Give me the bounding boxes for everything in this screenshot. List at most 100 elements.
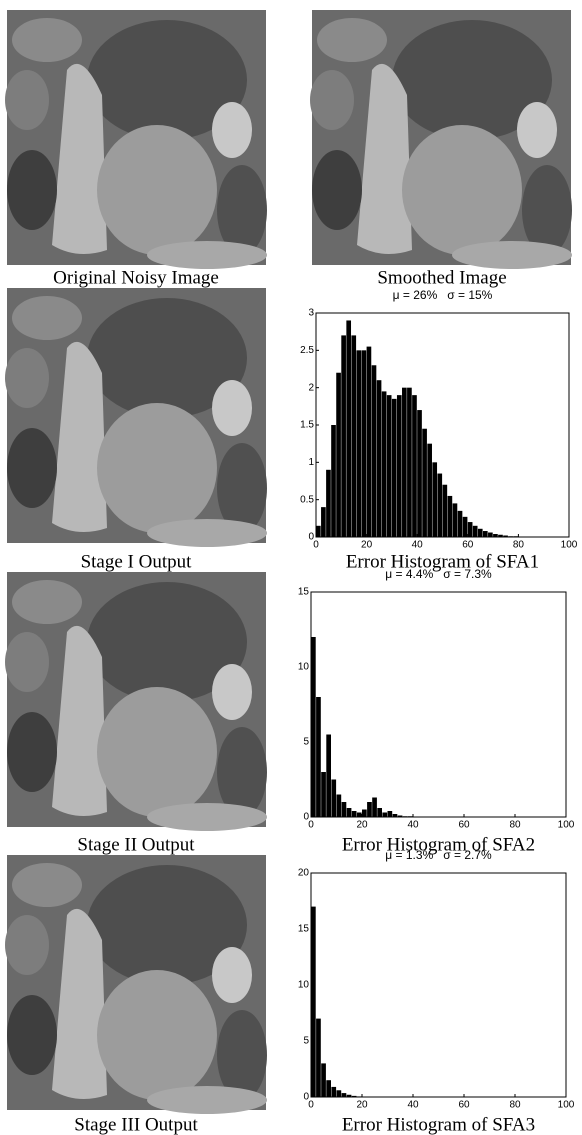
bar	[336, 794, 342, 817]
bar	[493, 534, 498, 537]
bar	[467, 522, 473, 537]
bar	[341, 802, 347, 817]
x-tick-label: 60	[458, 1100, 470, 1111]
x-tick-label: 60	[458, 820, 470, 831]
plot-frame	[310, 591, 567, 818]
bar	[356, 812, 362, 817]
bar	[482, 531, 488, 537]
y-tick-label: 0	[303, 812, 309, 823]
y-tick-label: 20	[298, 868, 310, 879]
bar	[503, 535, 508, 537]
x-tick-label: 20	[356, 1100, 368, 1111]
x-tick-label: 20	[356, 820, 368, 831]
bar	[336, 1090, 342, 1097]
x-tick-label: 100	[558, 820, 575, 831]
y-tick-label: 5	[303, 737, 309, 748]
image	[5, 855, 267, 1114]
bar	[427, 443, 432, 537]
bar	[472, 525, 478, 537]
bar	[381, 391, 387, 537]
bar	[346, 320, 352, 537]
y-tick-label: 3	[308, 308, 314, 319]
y-tick-label: 1.5	[300, 420, 314, 431]
x-tick-label: 0	[313, 540, 319, 551]
bar	[336, 372, 341, 537]
caption: Stage II Output	[77, 834, 195, 855]
x-tick-label: 100	[558, 1100, 575, 1111]
x-tick-label: 20	[361, 540, 373, 551]
bar	[341, 1093, 347, 1097]
x-tick-label: 40	[407, 1100, 419, 1111]
caption: Stage III Output	[74, 1114, 198, 1135]
bar	[387, 811, 393, 817]
bar	[331, 425, 336, 537]
bar	[351, 811, 357, 817]
y-tick-label: 0	[308, 532, 314, 543]
x-tick-label: 80	[509, 1100, 521, 1111]
y-tick-label: 10	[298, 980, 310, 991]
bar	[386, 395, 392, 537]
bar	[371, 365, 377, 537]
plot-frame	[310, 872, 567, 1098]
bar	[407, 387, 412, 537]
bar	[326, 734, 331, 817]
bar	[391, 398, 397, 537]
caption: Original Noisy Image	[53, 267, 219, 288]
y-tick-label: 10	[298, 662, 310, 673]
bar	[321, 507, 326, 537]
image	[5, 10, 267, 269]
bar	[316, 697, 321, 817]
bar	[377, 808, 382, 817]
caption: Stage I Output	[81, 551, 193, 572]
y-tick-label: 2	[308, 382, 314, 393]
bar	[382, 812, 388, 817]
bar	[362, 809, 367, 817]
bar	[311, 637, 316, 817]
bar	[422, 428, 427, 537]
y-tick-label: 15	[298, 587, 310, 598]
bar	[437, 473, 443, 537]
bar	[321, 772, 326, 817]
bar	[442, 484, 448, 537]
y-tick-label: 1	[308, 457, 314, 468]
image	[310, 10, 572, 269]
bar	[498, 534, 503, 537]
bar	[392, 814, 398, 817]
bar	[321, 1063, 326, 1097]
bar	[356, 350, 362, 537]
x-tick-label: 60	[462, 540, 474, 551]
bar	[341, 335, 346, 537]
bar	[376, 380, 382, 537]
x-tick-label: 40	[412, 540, 424, 551]
bar	[346, 1094, 352, 1097]
bar	[367, 802, 372, 817]
image	[5, 572, 267, 831]
bar	[311, 906, 316, 1097]
chart-title: μ = 1.3% σ = 2.7%	[385, 848, 492, 862]
bar	[316, 1018, 321, 1097]
bar	[361, 350, 367, 537]
bar	[397, 815, 403, 817]
x-tick-label: 0	[308, 1100, 314, 1111]
image	[5, 288, 267, 547]
bar	[346, 808, 352, 817]
x-tick-label: 40	[407, 820, 419, 831]
chart-caption: Error Histogram of SFA1	[346, 551, 539, 572]
chart-caption: Error Histogram of SFA2	[342, 834, 535, 855]
chart-caption: Error Histogram of SFA3	[342, 1114, 535, 1135]
y-tick-label: 0.5	[300, 494, 314, 505]
bar	[462, 516, 468, 537]
bar	[331, 779, 337, 817]
bar	[457, 510, 463, 537]
bar	[351, 335, 357, 537]
y-tick-label: 0	[303, 1092, 309, 1103]
bar	[366, 346, 372, 537]
x-tick-label: 100	[561, 540, 578, 551]
bar	[331, 1086, 337, 1097]
bar	[402, 387, 407, 537]
x-tick-label: 80	[513, 540, 525, 551]
bar	[351, 1095, 357, 1097]
bar	[326, 1080, 331, 1097]
bar	[316, 525, 321, 537]
